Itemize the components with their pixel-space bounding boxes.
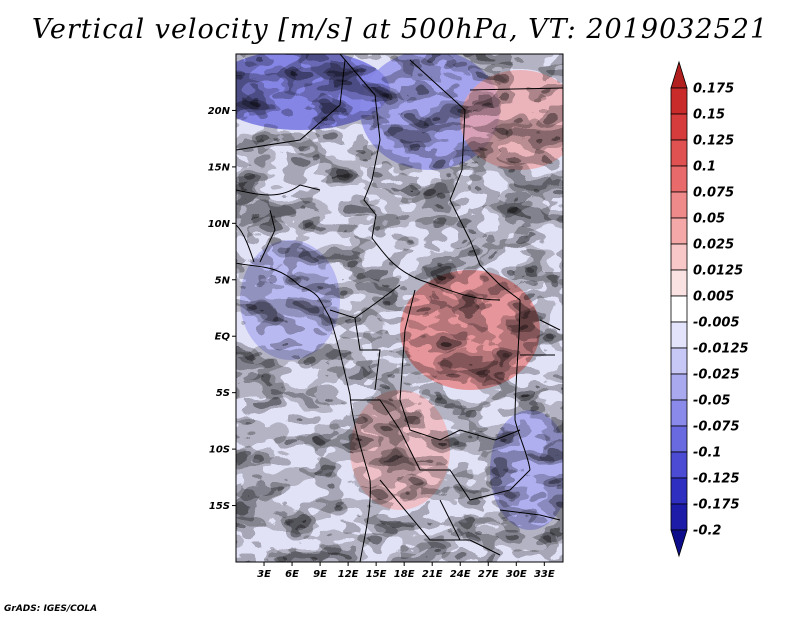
colorbar-bin xyxy=(670,451,688,479)
colorbar-label: -0.005 xyxy=(693,316,740,331)
map-frame xyxy=(235,53,564,563)
lat-tick-label: 5N xyxy=(215,275,231,286)
colorbar-bin xyxy=(670,425,688,453)
map-title: Vertical velocity [m/s] at 500hPa, VT: 2… xyxy=(31,14,769,45)
colorbar-bin xyxy=(670,243,688,271)
lat-tick-label: 10S xyxy=(209,445,230,456)
lon-tick-label: 9E xyxy=(313,569,327,580)
colorbar-bin xyxy=(670,87,688,115)
colorbar-bin xyxy=(670,477,688,505)
vertical-velocity-field xyxy=(236,54,563,562)
lon-tick-label: 24E xyxy=(450,569,471,580)
lon-tick-label: 12E xyxy=(338,569,359,580)
colorbar-label: -0.125 xyxy=(693,472,740,487)
colorbar-bin xyxy=(670,191,688,219)
colorbar-bin xyxy=(670,139,688,167)
colorbar-bin xyxy=(670,60,688,89)
colorbar-label: -0.025 xyxy=(693,368,740,383)
lat-tick-label: 5S xyxy=(216,388,230,399)
lon-tick-label: 27E xyxy=(478,569,499,580)
colorbar-label: 0.005 xyxy=(693,290,734,305)
country-borders xyxy=(236,54,563,562)
lat-tick-label: 15N xyxy=(208,162,231,173)
lon-tick-label: 6E xyxy=(285,569,299,580)
colorbar-label: 0.15 xyxy=(693,108,725,123)
colorbar-label: 0.075 xyxy=(693,186,734,201)
colorbar-bin xyxy=(670,399,688,427)
colorbar-bin xyxy=(670,529,688,558)
colorbar: 0.175 0.15 0.125 0.1 0.075 0.05 0.025 0.0125 0.0… xyxy=(670,60,749,558)
colorbar-label: 0.0125 xyxy=(693,264,743,279)
colorbar-label: 0.125 xyxy=(693,134,734,149)
colorbar-label: 0.025 xyxy=(693,238,734,253)
colorbar-bin xyxy=(670,503,688,531)
lon-tick-label: 3E xyxy=(257,569,271,580)
colorbar-label: 0.1 xyxy=(693,160,716,175)
colorbar-label: -0.075 xyxy=(693,420,740,435)
colorbar-bin xyxy=(670,321,688,349)
lat-tick-label: 20N xyxy=(208,106,231,117)
colorbar-bin xyxy=(670,165,688,193)
lat-tick-label: EQ xyxy=(215,332,231,343)
lat-tick-label: 10N xyxy=(208,219,231,230)
colorbar-bin xyxy=(670,113,688,141)
lon-tick-label: 30E xyxy=(506,569,527,580)
colorbar-bin xyxy=(670,373,688,401)
lat-tick-label: 15S xyxy=(209,501,230,512)
lon-tick-label: 18E xyxy=(394,569,415,580)
colorbar-bin xyxy=(670,347,688,375)
colorbar-bin xyxy=(670,295,688,323)
lon-tick-label: 15E xyxy=(366,569,387,580)
grads-credit: GrADS: IGES/COLA xyxy=(4,604,98,614)
colorbar-label: -0.1 xyxy=(693,446,721,461)
colorbar-bin xyxy=(670,269,688,297)
colorbar-label: -0.2 xyxy=(693,524,721,539)
colorbar-label: -0.175 xyxy=(693,498,740,513)
colorbar-label: 0.05 xyxy=(693,212,725,227)
lon-tick-label: 33E xyxy=(534,569,555,580)
colorbar-label: -0.0125 xyxy=(693,342,749,357)
colorbar-label: -0.05 xyxy=(693,394,730,409)
colorbar-label: 0.175 xyxy=(693,82,734,97)
colorbar-bin xyxy=(670,217,688,245)
lon-tick-label: 21E xyxy=(422,569,443,580)
